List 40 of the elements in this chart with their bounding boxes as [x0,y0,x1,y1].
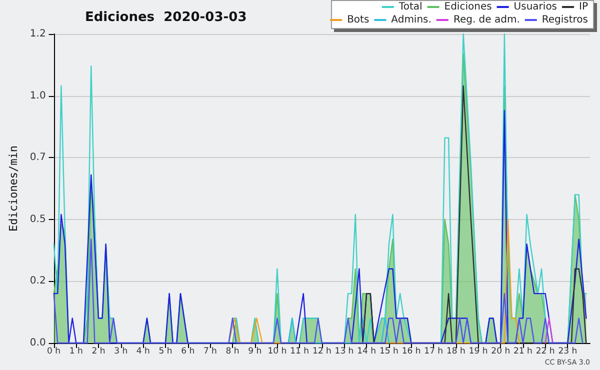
y-tick-label: 0.2 [30,276,46,287]
x-tick-label: 23 h [558,346,578,356]
y-tick-label: 1.2 [30,28,46,40]
chart-title: Ediciones 2020-03-03 [85,10,247,25]
y-tick-label: 0.7 [30,152,46,164]
x-tick-label: 7 h [203,346,217,356]
x-tick-label: 18 h [446,346,466,356]
legend-label: Registros [542,14,588,26]
y-tick-label: 0.5 [30,214,46,225]
legend-label: Bots [347,14,370,26]
x-tick-label: 15 h [379,346,398,356]
y-tick-label: 0.0 [30,338,46,348]
x-tick-label: 11 h [290,346,310,356]
legend-label: Usuarios [514,2,558,12]
x-tick-label: 0 h [47,346,61,356]
x-tick-label: 20 h [491,346,510,356]
legend-label: Ediciones [444,2,492,12]
legend-label: Total [398,2,422,12]
y-tick-label: 1.0 [30,90,46,102]
legend-label: IP [579,2,588,12]
x-tick-label: 9 h [248,346,262,356]
x-tick-label: 14 h [357,346,376,356]
x-tick-label: 12 h [312,346,332,356]
y-axis-title: Ediciones/min [7,145,20,232]
x-tick-label: 21 h [514,346,532,356]
x-tick-label: 10 h [268,346,287,356]
x-tick-label: 17 h [424,346,444,356]
x-tick-label: 1 h [69,346,83,356]
x-tick-label: 5 h [158,346,172,356]
x-tick-label: 6 h [181,346,195,356]
x-tick-label: 2 h [92,346,106,356]
x-tick-label: 13 h [334,346,354,356]
x-tick-label: 3 h [114,346,128,356]
x-tick-label: 8 h [226,346,240,356]
legend-label: Reg. de adm. [453,14,520,26]
x-tick-label: 4 h [136,346,150,356]
legend-label: Admins. [391,14,432,26]
x-tick-label: 22 h [536,346,555,356]
x-tick-label: 16 h [402,346,421,356]
x-tick-label: 19 h [468,346,488,356]
